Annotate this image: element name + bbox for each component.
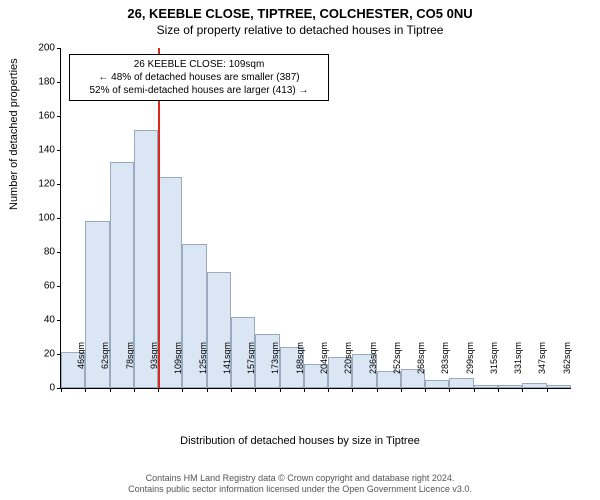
y-tick-label: 120	[15, 179, 55, 190]
x-tick-mark	[425, 388, 426, 392]
y-tick-label: 160	[15, 111, 55, 122]
x-tick-mark	[280, 388, 281, 392]
x-axis-label: Distribution of detached houses by size …	[0, 435, 600, 447]
y-tick-mark	[57, 184, 61, 185]
chart-title: 26, KEEBLE CLOSE, TIPTREE, COLCHESTER, C…	[0, 0, 600, 21]
x-tick-mark	[85, 388, 86, 392]
y-tick-mark	[57, 82, 61, 83]
annotation-line: ← 48% of detached houses are smaller (38…	[76, 71, 322, 84]
chart-area: 02040608010012014016018020046sqm62sqm78s…	[60, 48, 570, 388]
y-tick-label: 20	[15, 349, 55, 360]
x-tick-label: 362sqm	[562, 342, 572, 392]
x-tick-mark	[182, 388, 183, 392]
y-tick-label: 180	[15, 77, 55, 88]
x-tick-mark	[304, 388, 305, 392]
y-tick-label: 0	[15, 383, 55, 394]
x-tick-mark	[158, 388, 159, 392]
x-tick-mark	[474, 388, 475, 392]
y-tick-label: 40	[15, 315, 55, 326]
y-tick-mark	[57, 116, 61, 117]
x-tick-mark	[110, 388, 111, 392]
footer-line-2: Contains public sector information licen…	[0, 484, 600, 496]
footer-line-1: Contains HM Land Registry data © Crown c…	[0, 473, 600, 485]
y-tick-mark	[57, 320, 61, 321]
x-tick-mark	[207, 388, 208, 392]
y-tick-label: 60	[15, 281, 55, 292]
x-tick-mark	[547, 388, 548, 392]
x-tick-mark	[328, 388, 329, 392]
footer-attribution: Contains HM Land Registry data © Crown c…	[0, 473, 600, 496]
x-tick-mark	[522, 388, 523, 392]
x-tick-mark	[61, 388, 62, 392]
x-tick-mark	[255, 388, 256, 392]
y-tick-mark	[57, 150, 61, 151]
y-tick-mark	[57, 218, 61, 219]
y-tick-label: 100	[15, 213, 55, 224]
x-tick-mark	[377, 388, 378, 392]
x-tick-mark	[401, 388, 402, 392]
y-tick-mark	[57, 48, 61, 49]
y-tick-label: 80	[15, 247, 55, 258]
annotation-line: 52% of semi-detached houses are larger (…	[76, 84, 322, 97]
y-tick-label: 200	[15, 43, 55, 54]
y-tick-mark	[57, 252, 61, 253]
y-tick-mark	[57, 286, 61, 287]
chart-subtitle: Size of property relative to detached ho…	[0, 21, 600, 37]
x-tick-mark	[498, 388, 499, 392]
x-tick-mark	[231, 388, 232, 392]
x-tick-mark	[134, 388, 135, 392]
annotation-box: 26 KEEBLE CLOSE: 109sqm← 48% of detached…	[69, 54, 329, 101]
x-tick-mark	[449, 388, 450, 392]
x-tick-mark	[352, 388, 353, 392]
plot-region: 02040608010012014016018020046sqm62sqm78s…	[60, 48, 571, 389]
annotation-line: 26 KEEBLE CLOSE: 109sqm	[76, 58, 322, 71]
y-tick-label: 140	[15, 145, 55, 156]
